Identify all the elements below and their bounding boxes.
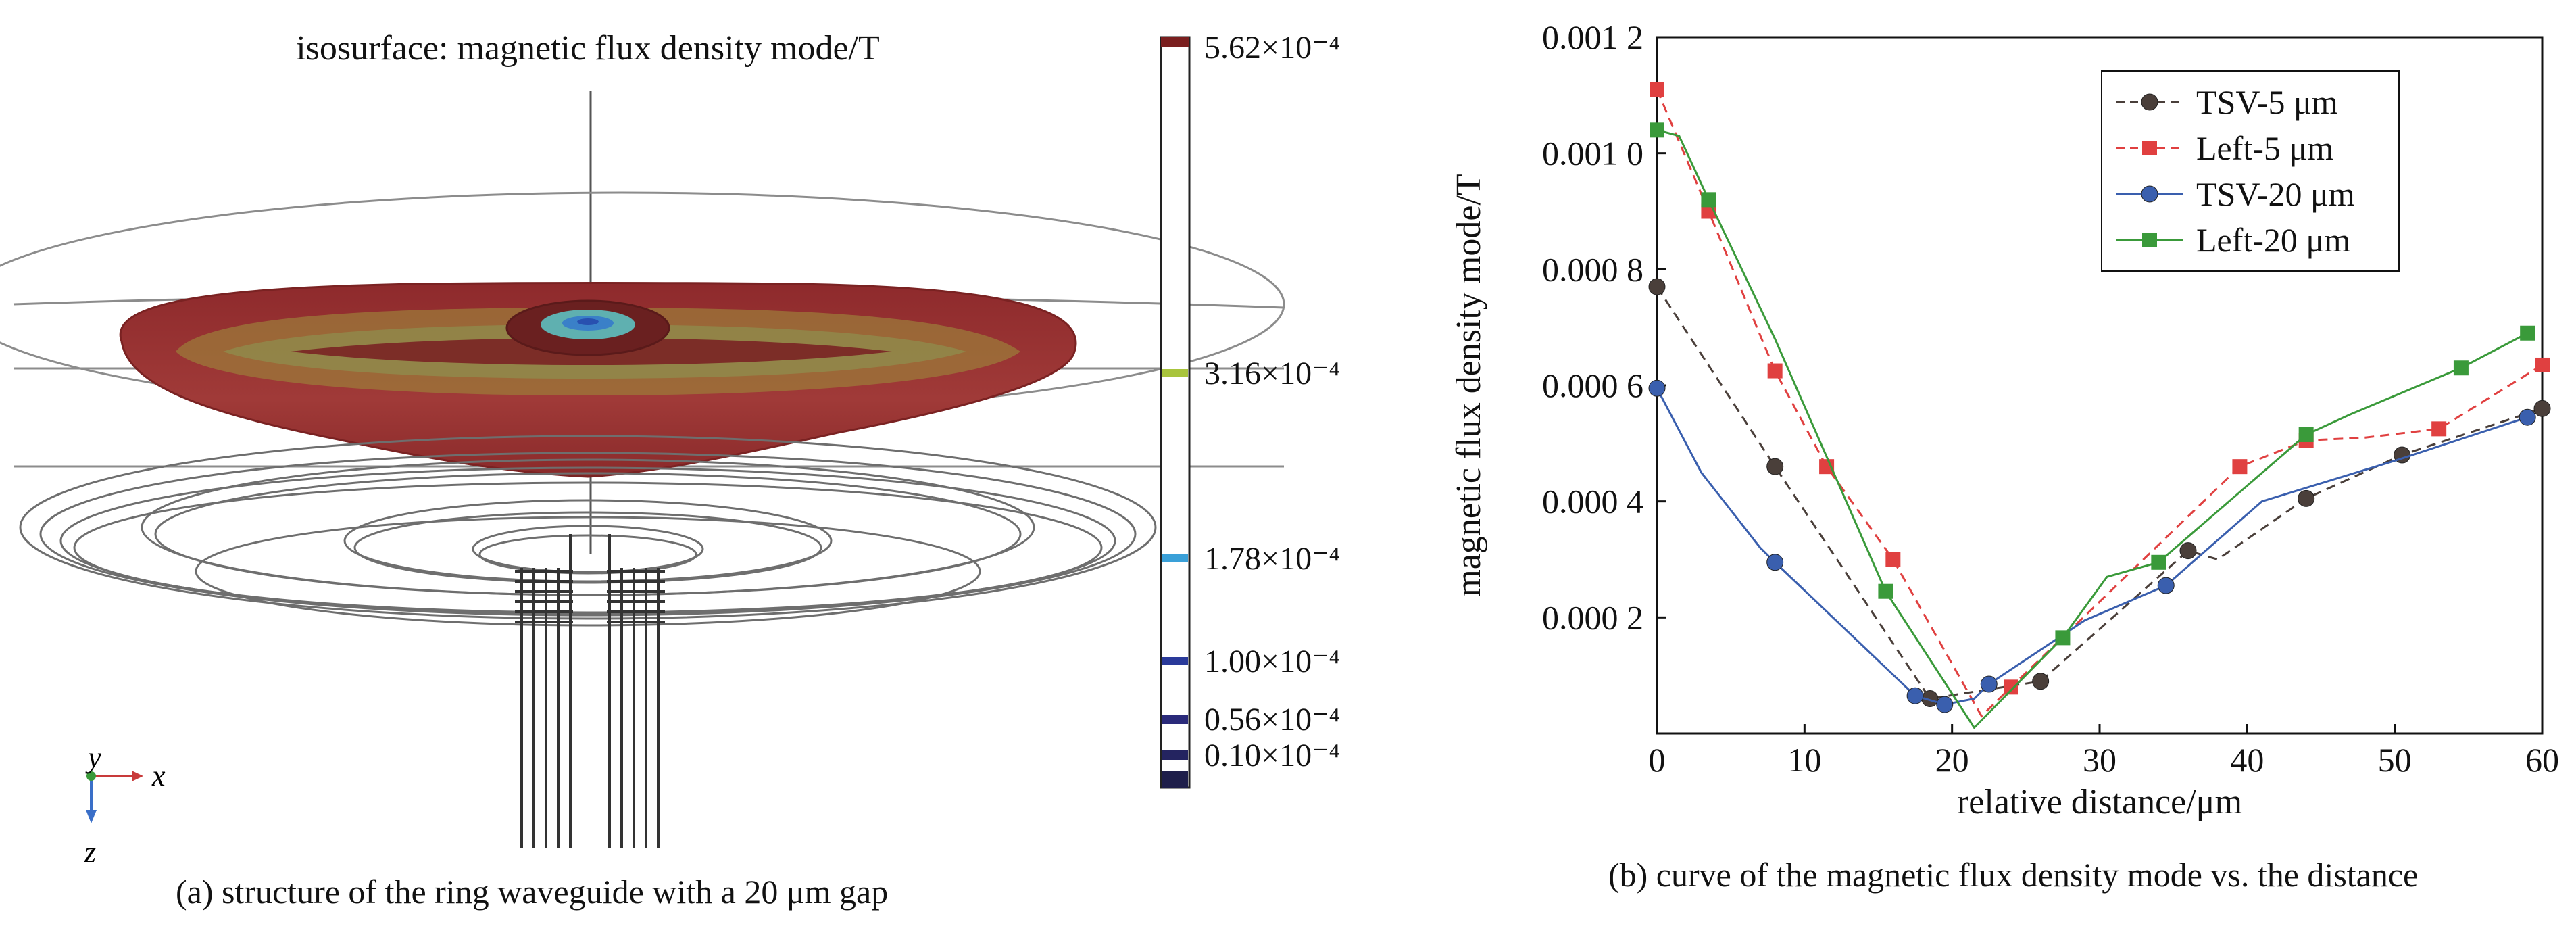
data-point — [2179, 542, 2197, 560]
axis-label-z: z — [84, 836, 96, 869]
colorbar-label: 0.56×10⁻⁴ — [1204, 702, 1340, 738]
data-point — [1936, 696, 1954, 713]
data-point — [2535, 357, 2550, 372]
x-tick-label: 30 — [2083, 741, 2116, 779]
data-point — [1766, 554, 1784, 571]
caption-b: (b) curve of the magnetic flux density m… — [1608, 856, 2419, 894]
data-point — [2533, 400, 2551, 417]
legend-label: TSV-20 μm — [2196, 175, 2355, 213]
y-tick-label: 0.000 6 — [1542, 366, 1643, 404]
panel-flux-chart: 0 10 20 30 40 50 60 0.000 2 0.000 4 0.000 6 0.000 … — [1419, 0, 2576, 936]
data-point — [2520, 325, 2535, 341]
series-line — [1656, 387, 2528, 706]
data-point — [1701, 192, 1716, 208]
series-line — [1656, 286, 2543, 700]
data-point — [2298, 427, 2314, 442]
data-point — [1878, 583, 1893, 599]
waveguide-figure: isosurface: magnetic flux density mode/T — [0, 29, 1340, 869]
data-point — [1650, 82, 1664, 97]
data-point — [2141, 93, 2158, 111]
x-tick-label: 60 — [2525, 741, 2559, 779]
y-tick-label: 0.001 2 — [1542, 18, 1643, 56]
colorbar-label: 5.62×10⁻⁴ — [1204, 30, 1340, 66]
data-point — [1906, 687, 1924, 704]
axis-label-x: x — [151, 759, 166, 792]
x-tick-label: 40 — [2230, 741, 2264, 779]
data-point — [1648, 379, 1666, 397]
data-point — [2453, 360, 2469, 376]
data-point — [2151, 554, 2166, 570]
data-point — [2032, 673, 2050, 690]
colorbar-label: 3.16×10⁻⁴ — [1204, 356, 1340, 391]
data-point — [1767, 363, 1783, 379]
series-3 — [1650, 122, 2535, 729]
x-tick-label: 10 — [1787, 741, 1821, 779]
data-point — [1980, 675, 1998, 693]
y-axis-label: magnetic flux density mode/T — [1450, 174, 1488, 596]
series-0 — [1648, 278, 2551, 707]
data-point — [2298, 489, 2315, 507]
data-point — [1648, 278, 1666, 295]
data-point — [2142, 233, 2157, 247]
data-point — [2055, 630, 2071, 646]
tsv-pillars — [515, 534, 665, 848]
data-point — [2142, 141, 2157, 155]
data-point — [2519, 408, 2536, 426]
y-tick-label: 0.000 2 — [1542, 598, 1643, 636]
isosurface-torus — [119, 282, 1077, 478]
colorbar: 5.62×10⁻⁴ 3.16×10⁻⁴ 1.78×10⁻⁴ 1.00×10⁻⁴ 0.56… — [1160, 30, 1340, 789]
y-tick-label: 0.000 8 — [1542, 250, 1643, 288]
x-axis-label: relative distance/μm — [1957, 783, 2242, 821]
data-point — [2431, 421, 2447, 437]
legend-label: Left-20 μm — [2196, 221, 2350, 259]
waveguide-rings — [19, 435, 1157, 627]
data-point — [2004, 679, 2018, 695]
data-point — [2141, 185, 2158, 203]
y-tick-label: 0.000 4 — [1542, 483, 1643, 521]
isosurface-title: isosurface: magnetic flux density mode/T — [296, 29, 880, 68]
panel-ring-waveguide: isosurface: magnetic flux density mode/T — [0, 29, 1340, 911]
colorbar-label: 1.78×10⁻⁴ — [1204, 541, 1340, 577]
series-1 — [1650, 82, 2550, 718]
data-point — [1885, 552, 1901, 567]
colorbar-label: 0.10×10⁻⁴ — [1204, 738, 1340, 773]
flux-density-chart: 0 10 20 30 40 50 60 0.000 2 0.000 4 0.000 6 0.000 … — [1450, 18, 2559, 821]
data-point — [2157, 577, 2175, 594]
colorbar-label: 1.00×10⁻⁴ — [1204, 644, 1340, 679]
x-tick-label: 20 — [1935, 741, 1969, 779]
series-2 — [1648, 379, 2536, 713]
legend-label: Left-5 μm — [2196, 129, 2333, 167]
coordinate-triad: y x z — [84, 741, 166, 869]
series-line — [1656, 89, 2543, 718]
axis-label-y: y — [85, 741, 101, 774]
y-tick-label: 0.001 0 — [1542, 135, 1643, 172]
x-tick-label: 0 — [1649, 741, 1666, 779]
legend-label: TSV-5 μm — [2196, 83, 2338, 121]
caption-a: (a) structure of the ring waveguide with… — [176, 873, 889, 911]
data-point — [1766, 458, 1784, 475]
x-tick-label: 50 — [2378, 741, 2412, 779]
data-point — [2232, 459, 2248, 475]
data-point — [1650, 122, 1664, 138]
